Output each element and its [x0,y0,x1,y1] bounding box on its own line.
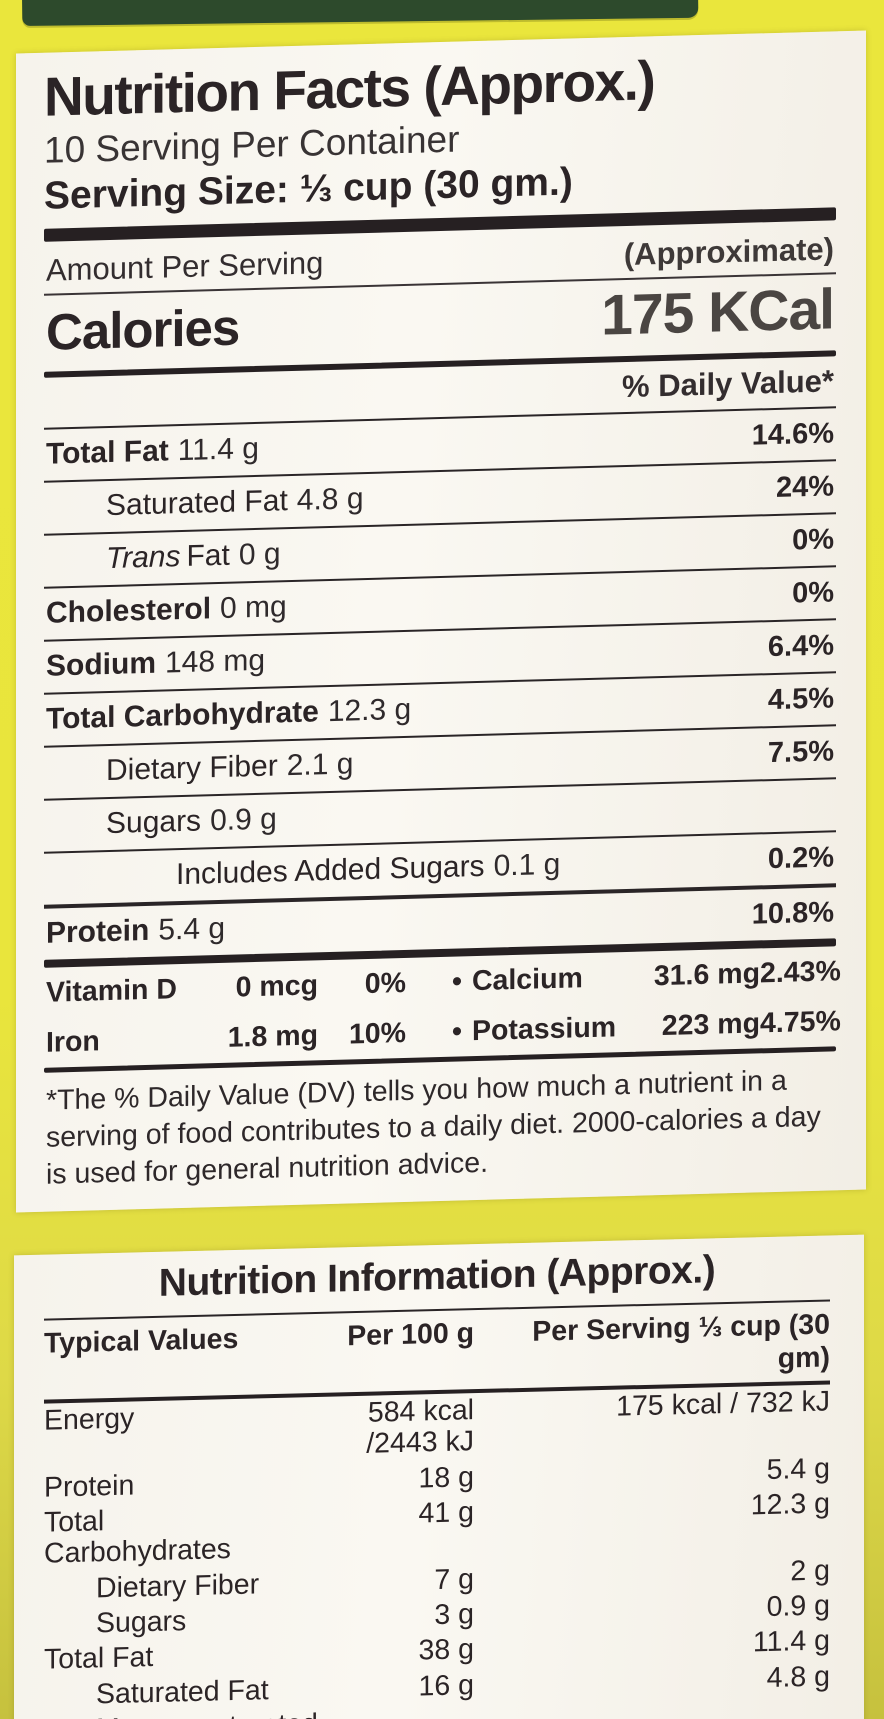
package-top-band [22,0,699,26]
info-per100: 16 g [418,1669,474,1703]
calories-value: 175 KCal [601,277,834,348]
daily-value-percent: 7.5% [767,735,834,770]
nutrient-label: Saturated Fat [106,484,288,523]
nutrition-facts-panel: Nutrition Facts (Approx.) 10 Serving Per… [16,30,866,1213]
column-header-per-serving: Per Serving ⅓ cup (30 gm) [532,1308,830,1376]
nutrient-label-italic: Trans [106,540,181,576]
daily-value-percent: 24% [775,470,834,505]
daily-value-percent: 6.4% [767,629,834,664]
amount-per-serving-label: Amount Per Serving [46,245,324,288]
nutrient-amount: 5.4 g [158,912,226,947]
info-per100: 7 g [434,1563,474,1597]
micro-amount: 0 mcg [235,969,318,1004]
nutrient-amount: 2.1 g [286,747,354,783]
calories-label: Calories [46,298,240,361]
info-label: Energy [44,1402,135,1438]
nutrient-label: Cholesterol [46,592,212,630]
nutrient-amount: 0 g [238,537,281,572]
info-serving: 12.3 g [750,1487,830,1522]
nutrient-label: Protein [46,914,150,950]
column-header-typical-values: Typical Values [44,1323,239,1361]
daily-value-percent: 0% [792,523,834,557]
bullet-icon: • [452,1015,462,1048]
nutrient-label: Fat [186,539,230,574]
micro-name: Vitamin D [46,973,177,1009]
micro-amount: 223 mg [661,1007,760,1043]
info-per100: 584 kcal /2443 kJ [366,1394,474,1461]
micro-amount: 1.8 mg [227,1019,318,1055]
column-header-per-100g: Per 100 g [347,1317,474,1353]
nutrient-amount: 4.8 g [296,482,364,518]
approximate-label: (Approximate) [623,231,834,273]
nutrient-label: Sodium [46,647,156,683]
micro-percent: 4.75% [760,1005,841,1040]
info-serving: 175 kcal / 732 kJ [616,1385,830,1424]
nutrient-label: Includes Added Sugars [176,850,485,892]
micro-name: Calcium [471,962,583,998]
nutrient-amount: 0 mg [220,590,287,626]
nutrient-label: Total Carbohydrate [46,695,319,736]
nutrient-amount: 11.4 g [177,432,259,468]
nutrient-amount: 0.1 g [493,848,561,883]
nutrient-amount: 0.9 g [210,802,277,838]
nutrition-information-panel: Nutrition Information (Approx.) Typical … [14,1235,864,1719]
daily-value-footnote: *The % Daily Value (DV) tells you how mu… [46,1064,821,1192]
nutrient-label: Sugars [106,804,202,841]
info-per100: 38 g [418,1633,474,1668]
nutrient-amount: 12.3 g [327,693,412,729]
daily-value-percent: 0.2% [767,841,834,876]
daily-value-percent: 0% [792,576,834,610]
info-label: Protein [44,1469,135,1504]
micro-amount: 31.6 mg [653,957,760,993]
info-label: Dietary Fiber [96,1568,260,1605]
daily-value-percent: 14.6% [751,417,834,452]
info-label: Total Carbohydrates [44,1505,231,1571]
daily-value-percent: 4.5% [767,682,834,717]
info-label: Total Fat [44,1641,154,1677]
info-per100: 18 g [418,1461,474,1495]
daily-value-percent: 10.8% [751,896,834,931]
info-per100: 3 g [434,1598,474,1632]
micro-name: Potassium [471,1011,617,1048]
info-label: Sugars [96,1605,187,1640]
nutrient-label: Total Fat [46,434,169,471]
info-per100: 41 g [418,1496,474,1530]
bullet-icon: • [452,965,462,998]
micro-percent: 0% [364,967,406,1001]
nutrient-amount: 148 mg [165,644,266,680]
nutrient-label: Dietary Fiber [106,749,278,788]
micro-percent: 2.43% [760,955,841,990]
micro-percent: 10% [348,1017,406,1051]
info-label: Saturated Fat [96,1674,269,1711]
micro-name: Iron [46,1025,100,1059]
